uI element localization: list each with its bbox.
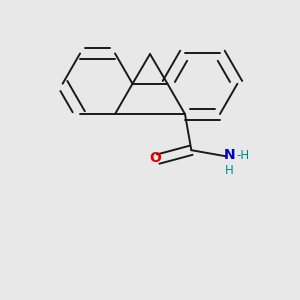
Text: O: O xyxy=(149,151,161,165)
Text: H: H xyxy=(225,164,234,177)
Text: -H: -H xyxy=(236,148,249,161)
Text: N: N xyxy=(224,148,235,162)
